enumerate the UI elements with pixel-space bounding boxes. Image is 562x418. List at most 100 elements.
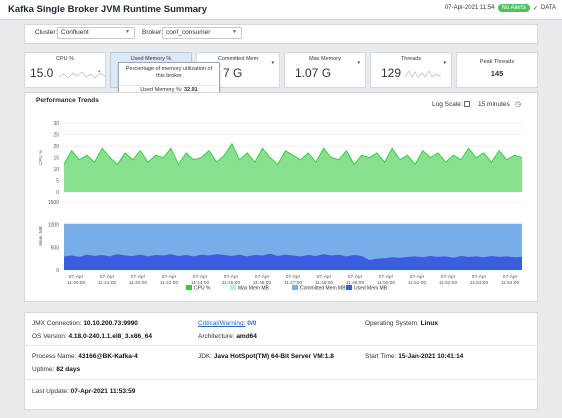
chevron-down-icon: ▼	[125, 29, 130, 35]
x-tick-time: 11:54:00	[501, 280, 520, 286]
clock-icon[interactable]: ◷	[515, 101, 522, 108]
header-datetime: 07-Apr-2021 11:54	[444, 5, 495, 11]
proc-label: Process Name:	[32, 353, 77, 360]
operating-system: Operating System: Linux	[365, 320, 438, 327]
x-tick-time: 11:44:00	[191, 280, 210, 286]
tooltip-line-label: Used Memory %:	[140, 87, 183, 93]
osver-label: OS Version:	[32, 333, 67, 340]
proc-value: 43166@BK-Kafka-4	[78, 353, 138, 360]
tooltip-line-value: 32.91	[183, 87, 198, 93]
os-label: Operating System:	[365, 320, 419, 327]
page-title: Kafka Single Broker JVM Runtime Summary	[8, 4, 208, 15]
legend-swatch	[292, 285, 298, 290]
jdk-value: Java HotSpot(TM) 64-Bit Server VM:1.8	[213, 353, 334, 360]
x-tick-day: 07-Apr	[286, 274, 301, 280]
max-memory-card[interactable]: Max Memory 1.07 G ▾	[284, 52, 366, 88]
committed-card-value: 7 G	[223, 66, 243, 80]
architecture: Architecture: amd64	[198, 333, 257, 340]
used-memory-tooltip: Percentage of memory utilization of this…	[118, 62, 220, 94]
used-memory-card-title: Used Memory %	[130, 56, 172, 62]
critical-warning[interactable]: Critical/Warning: 0/0	[198, 320, 256, 327]
chevron-down-icon: ▼	[232, 29, 237, 35]
top-tick-label: 25	[53, 133, 59, 139]
x-tick-day: 07-Apr	[193, 274, 208, 280]
filter-panel	[24, 24, 538, 44]
time-range[interactable]: 15 minutes	[478, 101, 510, 108]
broker-label: Broker:	[142, 29, 163, 36]
x-tick-day: 07-Apr	[131, 274, 146, 280]
cpu-card-indicator: •	[98, 69, 100, 75]
x-tick-time: 11:43:00	[160, 280, 179, 286]
jdk: JDK: Java HotSpot(TM) 64-Bit Server VM:1…	[198, 353, 334, 360]
info-panel	[24, 312, 538, 410]
x-tick-time: 11:47:00	[284, 280, 303, 286]
x-tick-day: 07-Apr	[100, 274, 115, 280]
threads-card[interactable]: Threads 129 ▾	[370, 52, 452, 88]
uptime-value: 82 days	[56, 366, 81, 373]
broker-select[interactable]: conf_consumer ▼	[162, 27, 242, 39]
jmx-label: JMX Connection:	[32, 320, 82, 327]
peak-threads-card-value: 145	[490, 69, 504, 78]
x-tick-day: 07-Apr	[410, 274, 425, 280]
start-time: Start Time: 15-Jan-2021 10:41:14	[365, 353, 463, 360]
cpu-card[interactable]: CPU % 15.0 •	[24, 52, 106, 88]
title-dropdown-icon[interactable]: ⌄	[195, 3, 203, 13]
x-tick-time: 11:53:00	[470, 280, 489, 286]
committed-card-title: Committed Mem	[217, 56, 259, 62]
jmx-value: 10.10.200.73:9990	[83, 320, 138, 327]
x-tick-time: 11:50:00	[377, 280, 396, 286]
chart-title: Performance Trends	[36, 97, 99, 104]
log-scale-checkbox[interactable]	[463, 101, 470, 107]
threads-sparkline	[405, 70, 441, 78]
x-tick-time: 11:48:00	[315, 280, 334, 286]
cpu-card-title: CPU %	[55, 56, 75, 62]
x-tick-day: 07-Apr	[379, 274, 394, 280]
top-y-axis-label: CPU %	[38, 150, 43, 165]
uptime-label: Uptime:	[32, 366, 55, 373]
x-tick-time: 11:51:00	[408, 280, 427, 286]
top-tick-label: 10	[53, 167, 59, 173]
cpu-sparkline	[59, 71, 105, 79]
bottom-y-axis-label: Mem. MB	[38, 226, 43, 245]
x-tick-day: 07-Apr	[348, 274, 363, 280]
x-tick-day: 07-Apr	[69, 274, 84, 280]
alert-badge[interactable]: No Alerts	[497, 4, 530, 12]
broker-select-value: conf_consumer	[166, 29, 211, 36]
cluster-label: Cluster:	[35, 29, 58, 36]
os-version: OS Version: 4.18.0-240.1.1.el8_3.x86_64	[32, 333, 152, 340]
data-label: DATA	[540, 5, 556, 11]
top-tick-label: 0	[56, 190, 59, 196]
used-mem-area	[64, 253, 522, 270]
committed-card-indicator: ▾	[271, 60, 274, 66]
x-tick-day: 07-Apr	[503, 274, 518, 280]
cpu-line	[63, 142, 523, 166]
arch-value: amd64	[236, 333, 257, 340]
log-scale-label: Log Scale:	[432, 101, 463, 108]
max-memory-card-indicator: ▾	[357, 60, 360, 66]
critical-link[interactable]: Critical/Warning:	[198, 320, 246, 327]
cluster-select[interactable]: Confluent ▼	[57, 27, 135, 39]
bottom-tick-label: 1000	[48, 223, 59, 229]
uptime: Uptime: 82 days	[32, 366, 80, 373]
threads-card-value: 129	[381, 66, 402, 80]
cpu-area	[64, 143, 522, 192]
log-scale-control[interactable]: Log Scale:	[432, 101, 470, 108]
bottom-tick-label: 1500	[48, 200, 59, 206]
threads-card-indicator: ▾	[443, 60, 446, 66]
start-value: 15-Jan-2021 10:41:14	[398, 353, 464, 360]
threads-card-title: Threads	[400, 56, 422, 62]
bottom-tick-label: 0	[56, 268, 59, 274]
peak-threads-card[interactable]: Peak Threads 145	[456, 52, 538, 88]
legend-swatch	[230, 285, 236, 290]
x-tick-day: 07-Apr	[162, 274, 177, 280]
committed-mem-card[interactable]: Committed Mem 7 G ▾	[196, 52, 280, 88]
legend-label: Max Mem MB	[238, 286, 270, 292]
tooltip-text: Percentage of memory utilization of this…	[125, 66, 213, 79]
x-tick-time: 11:42:00	[129, 280, 148, 286]
process-name: Process Name: 43166@BK-Kafka-4	[32, 353, 138, 360]
x-tick-time: 11:45:00	[222, 280, 241, 286]
performance-chart: 0 5 10 15 20 25 30 CPU % 0 500 1000 1500 Mem. MB 07-A…	[38, 121, 523, 292]
legend-label: Committed Mem MB	[300, 286, 346, 292]
x-tick-day: 07-Apr	[255, 274, 270, 280]
legend-swatch	[186, 285, 192, 290]
